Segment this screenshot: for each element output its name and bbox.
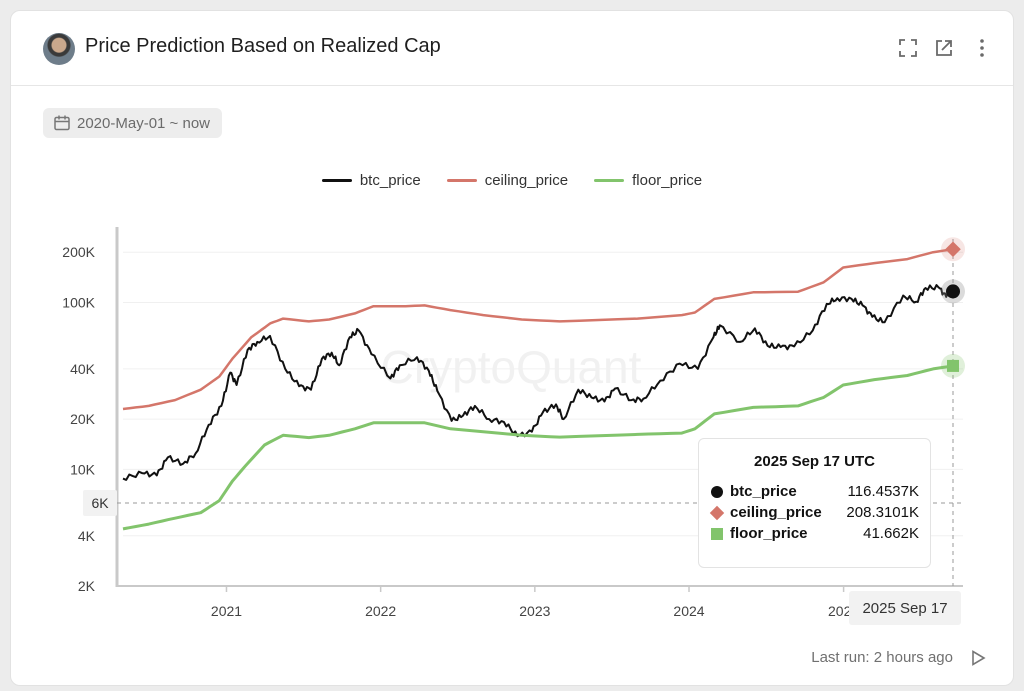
x-tick-label: 2021 bbox=[211, 603, 242, 619]
legend-swatch-floor bbox=[594, 179, 625, 182]
marker-btc-price bbox=[946, 284, 960, 299]
chart-plot[interactable]: 2K 4K 10K 20K 40K 100K 200K 2021 2022 2023 2024 202… bbox=[11, 11, 1014, 686]
external-link-icon[interactable] bbox=[933, 37, 955, 59]
legend-item-floor-price[interactable]: floor_price bbox=[594, 172, 702, 189]
x-tick-label: 2022 bbox=[365, 603, 396, 619]
legend-label-btc: btc_price bbox=[359, 172, 421, 189]
author-avatar[interactable] bbox=[43, 33, 75, 65]
y-tick-label: 4K bbox=[78, 528, 96, 544]
fullscreen-icon[interactable] bbox=[897, 37, 919, 59]
y-tick-label: 100K bbox=[62, 294, 95, 310]
last-run-text: Last run: 2 hours ago bbox=[811, 649, 953, 666]
x-tick-label: 2024 bbox=[673, 603, 704, 619]
date-range-chip[interactable]: 2020-May-01 ~ now bbox=[43, 108, 222, 138]
calendar-icon bbox=[54, 115, 70, 131]
date-range-label: 2020-May-01 ~ now bbox=[77, 114, 210, 132]
tooltip-value-btc: 116.4537K bbox=[847, 483, 919, 500]
series-line-ceiling-price bbox=[122, 248, 954, 411]
card-header: Price Prediction Based on Realized Cap bbox=[11, 11, 1013, 86]
tooltip-row-ceiling: ceiling_price 208.3101K bbox=[709, 504, 919, 521]
y-tick-label: 20K bbox=[70, 411, 96, 427]
tooltip-marker-floor bbox=[711, 527, 723, 540]
tooltip-value-ceiling: 208.3101K bbox=[846, 504, 919, 521]
x-tick-label: 2023 bbox=[519, 603, 550, 619]
tooltip-name-ceiling: ceiling_price bbox=[730, 504, 822, 521]
legend-swatch-btc bbox=[321, 179, 352, 182]
y-tick-label: 10K bbox=[70, 461, 96, 477]
chart-title: Price Prediction Based on Realized Cap bbox=[85, 35, 441, 57]
legend-swatch-ceiling bbox=[446, 179, 477, 182]
data-tooltip: 2025 Sep 17 UTC btc_price 116.4537K ceil… bbox=[698, 438, 931, 568]
chart-card: Price Prediction Based on Realized Cap 2… bbox=[10, 10, 1014, 686]
tooltip-value-floor: 41.662K bbox=[863, 525, 919, 542]
legend-label-ceiling: ceiling_price bbox=[484, 172, 569, 189]
legend-item-ceiling-price[interactable]: ceiling_price bbox=[446, 172, 569, 189]
tooltip-name-btc: btc_price bbox=[730, 483, 797, 500]
marker-floor-price bbox=[947, 359, 959, 372]
run-play-icon[interactable] bbox=[969, 649, 987, 667]
chart-legend: btc_price ceiling_price floor_price bbox=[11, 172, 1013, 189]
tooltip-row-btc: btc_price 116.4537K bbox=[711, 483, 919, 500]
legend-label-floor: floor_price bbox=[632, 172, 703, 189]
tooltip-row-floor: floor_price 41.662K bbox=[711, 525, 919, 542]
y-tick-label: 200K bbox=[62, 244, 95, 260]
crosshair-y-label: 6K bbox=[91, 495, 109, 511]
marker-ceiling-price bbox=[945, 241, 961, 258]
tooltip-marker-btc bbox=[711, 485, 723, 498]
crosshair-y-badge bbox=[83, 490, 117, 516]
y-tick-label: 2K bbox=[78, 578, 96, 594]
legend-item-btc-price[interactable]: btc_price bbox=[321, 172, 421, 189]
tooltip-marker-ceiling bbox=[709, 505, 725, 520]
y-tick-label: 40K bbox=[70, 361, 96, 377]
crosshair-x-badge: 2025 Sep 17 bbox=[849, 591, 961, 625]
tooltip-date: 2025 Sep 17 UTC bbox=[754, 453, 875, 470]
tooltip-name-floor: floor_price bbox=[730, 525, 808, 542]
series-line-floor-price bbox=[122, 364, 954, 531]
more-options-icon[interactable] bbox=[971, 37, 993, 59]
watermark: CryptoQuant bbox=[381, 341, 642, 393]
